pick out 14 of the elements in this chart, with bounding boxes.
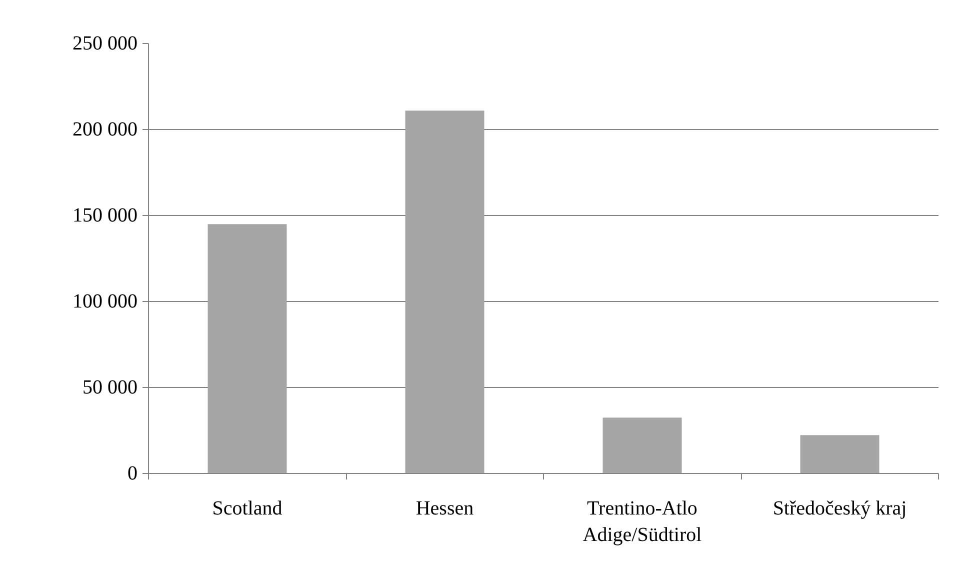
y-tick-label: 100 000 [72, 290, 138, 312]
y-tick-label: 250 000 [72, 32, 138, 54]
bar [208, 224, 287, 474]
y-tick-label: 0 [128, 462, 138, 484]
bar [800, 435, 880, 474]
bar [405, 110, 484, 474]
x-tick-label: Hessen [416, 498, 474, 520]
y-tick-label: 200 000 [72, 118, 138, 140]
y-tick-label: 150 000 [72, 204, 138, 226]
x-tick-label: Středočeský kraj [772, 498, 907, 520]
bar [602, 418, 682, 474]
x-tick-label: Trentino-Atlo Adige/Südtirol [582, 498, 702, 546]
x-tick-label: Scotland [212, 498, 282, 520]
y-tick-label: 50 000 [82, 376, 138, 398]
